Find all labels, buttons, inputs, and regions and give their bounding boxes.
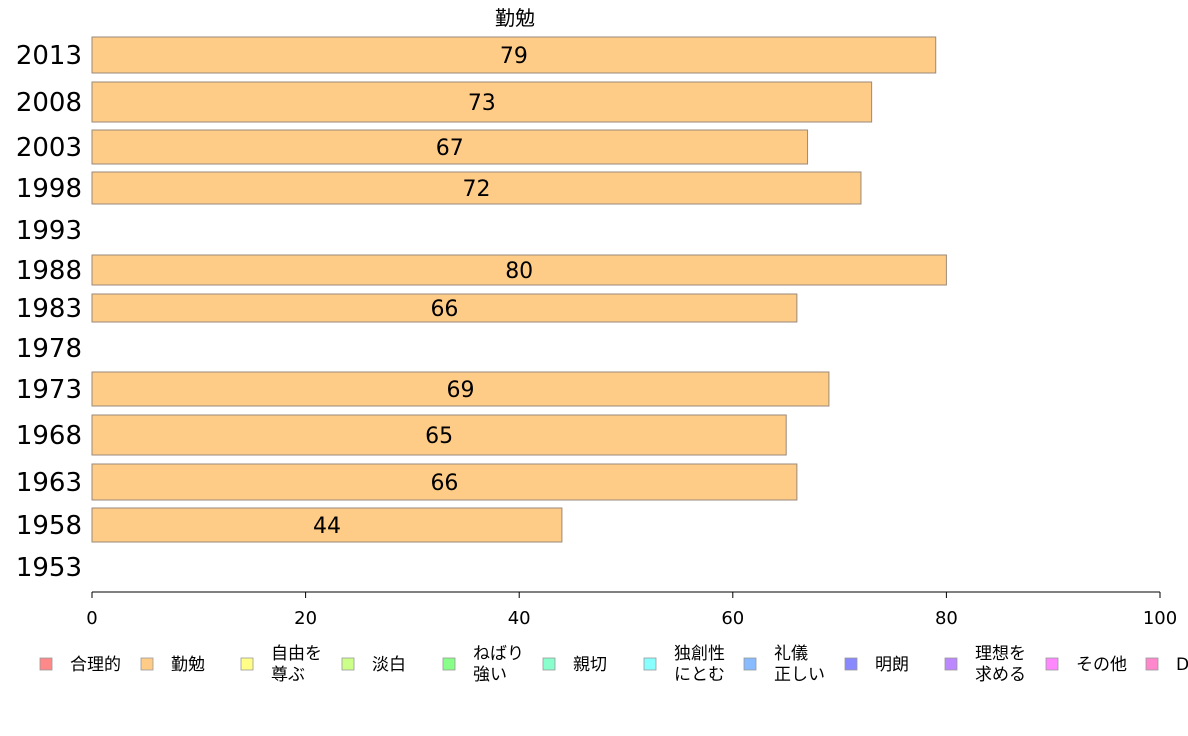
legend-label-2: 尊ぶ xyxy=(271,665,305,685)
category-label-1978: 1978 xyxy=(16,334,82,364)
value-label-1958: 44 xyxy=(313,514,341,539)
legend-label-10: その他 xyxy=(1076,655,1127,675)
value-label-1973: 69 xyxy=(446,378,474,403)
bar-2013 xyxy=(91,36,937,74)
x-axis: 0 20 40 60 80 100 xyxy=(86,591,1177,629)
category-label-1968: 1968 xyxy=(16,421,82,451)
category-label-1998: 1998 xyxy=(16,174,82,204)
bars-group: 2013 79 2008 73 2003 67 1998 72 1993 1988 80 1983 66… xyxy=(16,36,947,583)
value-label-1998: 72 xyxy=(462,177,490,202)
x-tick-label-20: 20 xyxy=(294,608,317,629)
legend-swatch-7 xyxy=(743,657,757,671)
x-tick-label-80: 80 xyxy=(935,608,958,629)
category-label-2013: 2013 xyxy=(16,41,82,71)
legend-swatch-6 xyxy=(643,657,657,671)
category-label-1983: 1983 xyxy=(16,294,82,324)
bar-1963 xyxy=(91,463,798,501)
category-label-1993: 1993 xyxy=(16,216,82,246)
value-label-1983: 66 xyxy=(430,297,458,322)
value-label-2003: 67 xyxy=(436,136,464,161)
legend-label-4: 強い xyxy=(473,665,507,685)
bar-1968 xyxy=(91,414,787,456)
x-tick-label-0: 0 xyxy=(86,608,97,629)
legend-label-9: 理想を xyxy=(975,644,1026,664)
category-label-1963: 1963 xyxy=(16,468,82,498)
value-label-1988: 80 xyxy=(505,259,533,284)
x-tick-label-60: 60 xyxy=(721,608,744,629)
category-label-1988: 1988 xyxy=(16,256,82,286)
x-tick-label-100: 100 xyxy=(1143,608,1177,629)
bar-1983 xyxy=(91,293,798,323)
legend-label-11: D xyxy=(1176,655,1188,675)
legend-label-3: 淡白 xyxy=(372,655,406,675)
legend-label-2: 自由を xyxy=(271,644,322,664)
legend-swatch-4 xyxy=(442,657,456,671)
category-label-2008: 2008 xyxy=(16,88,82,118)
legend-label-0: 合理的 xyxy=(70,655,121,675)
value-label-2013: 79 xyxy=(500,44,528,69)
bar-2008 xyxy=(91,81,873,123)
legend-swatch-9 xyxy=(944,657,958,671)
value-label-2008: 73 xyxy=(468,91,496,116)
bar-1998 xyxy=(91,171,862,205)
legend-swatch-8 xyxy=(844,657,858,671)
value-label-1963: 66 xyxy=(430,471,458,496)
legend-label-4: ねばり xyxy=(473,644,524,664)
bar-2003 xyxy=(91,129,809,165)
legend-label-5: 親切 xyxy=(573,655,607,675)
bar-1988 xyxy=(91,254,947,286)
legend-swatch-3 xyxy=(341,657,355,671)
legend-swatch-5 xyxy=(542,657,556,671)
legend-swatch-11 xyxy=(1145,657,1159,671)
category-label-1958: 1958 xyxy=(16,511,82,541)
legend-label-6: にとむ xyxy=(674,665,725,685)
x-tick-label-40: 40 xyxy=(508,608,531,629)
legend-label-6: 独創性 xyxy=(674,644,725,664)
category-label-1953: 1953 xyxy=(16,553,82,583)
legend-swatch-2 xyxy=(240,657,254,671)
bar-1958 xyxy=(91,507,563,543)
bar-1973 xyxy=(91,371,830,407)
legend-label-8: 明朗 xyxy=(875,655,909,675)
chart-title: 勤勉 xyxy=(495,6,535,30)
legend-label-1: 勤勉 xyxy=(171,655,205,675)
value-label-1968: 65 xyxy=(425,424,453,449)
legend-label-9: 求める xyxy=(975,665,1026,685)
category-label-2003: 2003 xyxy=(16,133,82,163)
legend-label-7: 正しい xyxy=(774,665,825,685)
legend-swatch-1 xyxy=(140,657,154,671)
legend-swatch-0 xyxy=(39,657,53,671)
legend-swatch-10 xyxy=(1045,657,1059,671)
legend-label-7: 礼儀 xyxy=(774,644,808,664)
category-label-1973: 1973 xyxy=(16,375,82,405)
